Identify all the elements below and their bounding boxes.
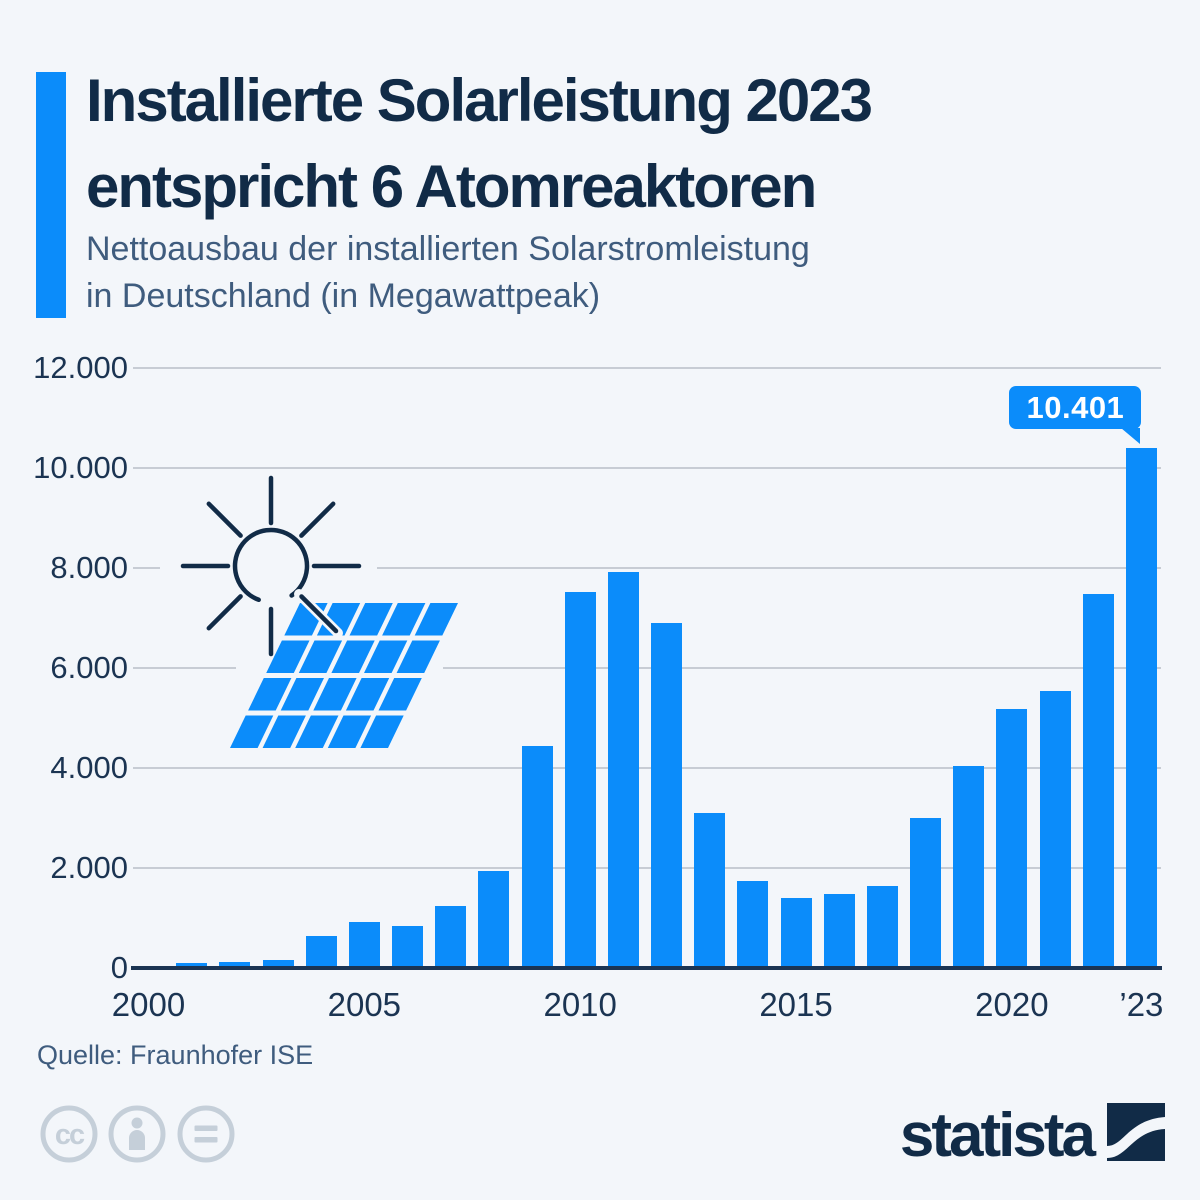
x-axis-label-2020: 2020	[975, 986, 1049, 1023]
bar-2003	[262, 960, 294, 968]
statista-logo-mark[interactable]	[1107, 1103, 1165, 1161]
equals-icon[interactable]	[177, 1105, 235, 1163]
gridline-2.000	[133, 867, 1161, 869]
bar-2005	[348, 921, 380, 968]
y-axis-label-12.000: 12.000	[33, 350, 128, 385]
cc-letters: cc	[55, 1119, 85, 1151]
bar-2017	[866, 885, 898, 968]
gridline-4.000	[133, 767, 1161, 769]
value-callout-2023: 10.401	[1009, 386, 1142, 444]
x-axis-label-2023: ’23	[1119, 986, 1164, 1023]
bar-2021	[1039, 690, 1071, 968]
page-title: Installierte Solarleistung 2023 entspric…	[86, 58, 1166, 230]
bar-2011	[607, 572, 639, 968]
cc-license-icon[interactable]	[40, 1105, 98, 1163]
bar-2013	[694, 813, 726, 968]
bar-2015	[780, 898, 812, 968]
bar-2018	[910, 818, 942, 968]
gridline-10.000	[133, 467, 1161, 469]
bar-2010	[564, 592, 596, 968]
gridline-8.000	[133, 567, 1161, 569]
subtitle-line-1: Nettoausbau der installierten Solarstrom…	[86, 230, 810, 268]
y-axis-label-2.000: 2.000	[50, 850, 128, 885]
bar-2008	[478, 870, 510, 968]
y-axis-label-8.000: 8.000	[50, 550, 128, 585]
statista-logo-text[interactable]: statista	[899, 1101, 1096, 1170]
y-axis-label-10.000: 10.000	[33, 450, 128, 485]
y-axis-label-0: 0	[110, 950, 128, 985]
x-axis-label-2000: 2000	[111, 986, 186, 1023]
gridline-12.000	[133, 367, 1161, 369]
bar-2016	[823, 894, 855, 968]
y-axis-label-4.000: 4.000	[50, 750, 128, 785]
bar-2002	[219, 962, 251, 968]
y-axis-label-6.000: 6.000	[50, 650, 128, 685]
value-callout-label: 10.401	[1026, 389, 1125, 425]
title-line-2: entspricht 6 Atomreaktoren	[86, 153, 817, 220]
subtitle-line-2: in Deutschland (in Megawattpeak)	[86, 277, 601, 315]
license-icons[interactable]: cc	[38, 1102, 248, 1166]
attribution-icon[interactable]	[108, 1105, 166, 1163]
bar-2007	[435, 906, 467, 968]
bar-2006	[392, 925, 424, 968]
bar-2004	[305, 935, 337, 968]
title-accent-bar	[36, 72, 66, 318]
x-axis-line	[131, 966, 1162, 970]
x-axis-label-2005: 2005	[327, 986, 402, 1023]
title-line-1: Installierte Solarleistung 2023	[86, 67, 873, 134]
bar-2020	[996, 709, 1028, 968]
gridline-6.000	[133, 667, 1161, 669]
equals-glyph	[194, 1125, 218, 1143]
bar-2012	[651, 623, 683, 968]
x-axis-label-2010: 2010	[543, 986, 617, 1023]
bar-2023	[1125, 447, 1157, 968]
chart-subtitle: Nettoausbau der installierten Solarstrom…	[86, 226, 1086, 320]
bar-2009	[521, 746, 553, 968]
bar-2001	[176, 962, 208, 968]
attribution-person-glyph	[129, 1117, 145, 1150]
statista-swoosh	[1107, 1117, 1165, 1158]
statista-logo[interactable]: statista	[900, 1103, 1165, 1167]
source-note: Quelle: Fraunhofer ISE	[37, 1040, 314, 1070]
x-axis-label-2015: 2015	[759, 986, 833, 1023]
bar-2022	[1082, 593, 1114, 968]
callout-tail	[1121, 428, 1141, 444]
bar-2019	[953, 766, 985, 968]
bar-2014	[737, 881, 769, 968]
